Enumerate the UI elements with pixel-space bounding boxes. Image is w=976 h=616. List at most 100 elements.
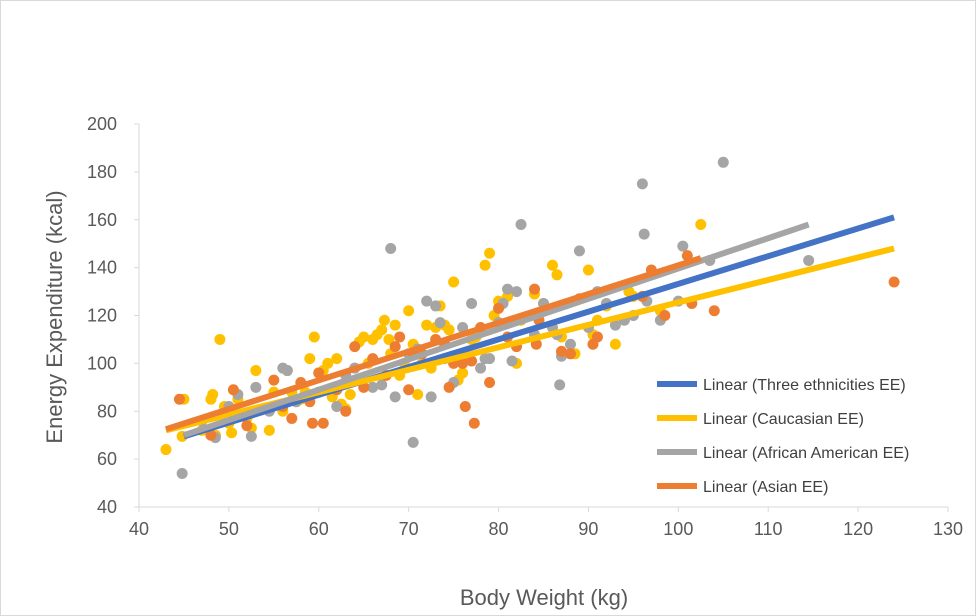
trendline-linear-three-ethnicities-ee	[183, 214, 895, 440]
point-caucasian-ee	[263, 424, 275, 436]
point-caucasian-ee	[484, 247, 496, 259]
point-asian-ee	[591, 331, 603, 343]
point-african-american-ee	[484, 353, 496, 365]
point-asian-ee	[313, 367, 325, 379]
point-caucasian-ee	[582, 264, 594, 276]
point-african-american-ee	[638, 228, 650, 240]
point-caucasian-ee	[412, 388, 424, 400]
point-asian-ee	[394, 331, 406, 343]
y-axis-ticks: 40 60 80 100 120 140 160 180 200	[87, 114, 139, 517]
point-asian-ee	[443, 381, 455, 393]
point-caucasian-ee	[376, 324, 388, 336]
x-tick-label: 110	[754, 519, 783, 539]
point-caucasian-ee	[403, 305, 415, 317]
point-african-american-ee	[466, 298, 478, 310]
x-tick-label: 40	[129, 519, 149, 539]
point-asian-ee	[564, 348, 576, 360]
point-caucasian-ee	[304, 353, 316, 365]
point-african-american-ee	[677, 240, 689, 252]
point-african-american-ee	[407, 436, 419, 448]
point-asian-ee	[241, 420, 253, 432]
trendline-linear-african-american-ee	[182, 221, 810, 439]
point-asian-ee	[286, 412, 298, 424]
point-caucasian-ee	[207, 388, 219, 400]
x-tick-label: 90	[578, 519, 598, 539]
legend-label: Linear (Three ethnicities EE)	[703, 377, 906, 394]
point-caucasian-ee	[609, 338, 621, 350]
point-african-american-ee	[430, 300, 442, 312]
point-african-american-ee	[573, 245, 585, 257]
legend-label: Linear (Caucasian EE)	[703, 411, 864, 428]
point-african-american-ee	[250, 381, 262, 393]
point-asian-ee	[459, 400, 471, 412]
y-tick-label: 200	[87, 114, 117, 134]
y-tick-label: 60	[97, 449, 117, 469]
point-asian-ee	[268, 374, 280, 386]
point-caucasian-ee	[546, 259, 558, 271]
point-caucasian-ee	[250, 365, 262, 377]
point-asian-ee	[389, 341, 401, 353]
y-tick-label: 100	[87, 353, 117, 373]
point-caucasian-ee	[443, 324, 455, 336]
point-caucasian-ee	[695, 219, 707, 231]
trendline-linear-asian-ee	[165, 255, 702, 433]
x-tick-label: 60	[309, 519, 329, 539]
point-asian-ee	[468, 417, 480, 429]
y-axis-title: Energy Expenditure (kcal)	[42, 190, 67, 443]
point-asian-ee	[457, 357, 469, 369]
y-tick-label: 80	[97, 401, 117, 421]
y-tick-label: 160	[87, 210, 117, 230]
point-african-american-ee	[281, 365, 293, 377]
y-tick-label: 40	[97, 497, 117, 517]
point-asian-ee	[484, 377, 496, 389]
point-asian-ee	[493, 302, 505, 314]
legend-label: Linear (Asian EE)	[703, 479, 828, 496]
x-tick-label: 120	[843, 519, 873, 539]
point-caucasian-ee	[551, 269, 563, 281]
point-caucasian-ee	[378, 314, 390, 326]
point-african-american-ee	[176, 467, 188, 479]
point-caucasian-ee	[308, 331, 320, 343]
point-asian-ee	[529, 283, 541, 295]
point-african-american-ee	[245, 430, 257, 442]
point-asian-ee	[555, 345, 567, 357]
point-asian-ee	[340, 405, 352, 417]
point-african-american-ee	[331, 400, 343, 412]
point-african-american-ee	[717, 156, 729, 168]
point-caucasian-ee	[358, 331, 370, 343]
y-tick-label: 120	[87, 306, 117, 326]
point-caucasian-ee	[389, 319, 401, 331]
point-caucasian-ee	[214, 333, 226, 345]
x-tick-label: 70	[399, 519, 419, 539]
legend-label: Linear (African American EE)	[703, 445, 909, 462]
point-african-american-ee	[515, 219, 527, 231]
point-african-american-ee	[803, 254, 815, 266]
point-african-american-ee	[502, 283, 514, 295]
point-caucasian-ee	[331, 353, 343, 365]
trendlines	[165, 214, 895, 440]
y-tick-label: 140	[87, 258, 117, 278]
point-asian-ee	[466, 355, 478, 367]
point-african-american-ee	[457, 321, 469, 333]
point-african-american-ee	[609, 319, 621, 331]
point-african-american-ee	[421, 295, 433, 307]
point-caucasian-ee	[322, 357, 334, 369]
point-caucasian-ee	[383, 333, 395, 345]
x-tick-label: 130	[933, 519, 963, 539]
point-asian-ee	[349, 341, 361, 353]
point-caucasian-ee	[448, 276, 460, 288]
point-african-american-ee	[376, 379, 388, 391]
point-african-american-ee	[636, 178, 648, 190]
point-caucasian-ee	[226, 427, 238, 439]
point-asian-ee	[173, 393, 185, 405]
point-african-american-ee	[564, 338, 576, 350]
point-african-american-ee	[367, 381, 379, 393]
point-caucasian-ee	[421, 319, 433, 331]
point-african-american-ee	[554, 379, 566, 391]
x-axis-ticks: 40 50 60 70 80 90 100 110 120 130	[129, 507, 963, 539]
point-asian-ee	[227, 384, 239, 396]
point-caucasian-ee	[457, 367, 469, 379]
point-caucasian-ee	[344, 388, 356, 400]
x-axis-title: Body Weight (kg)	[460, 585, 628, 610]
